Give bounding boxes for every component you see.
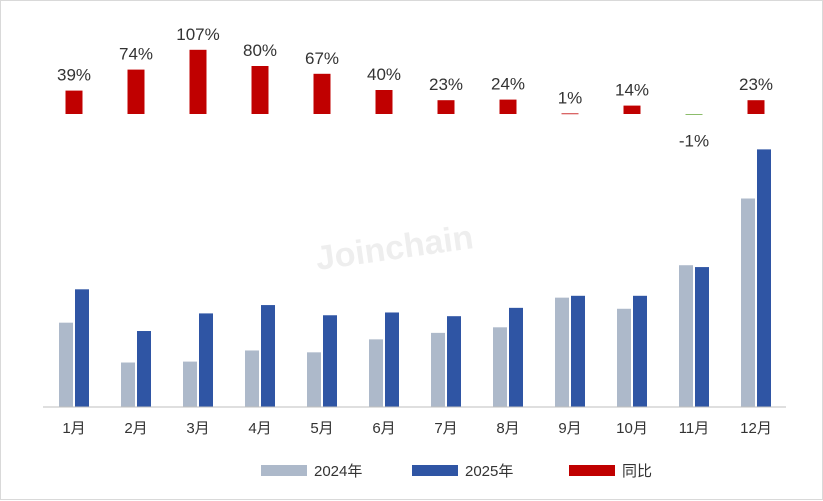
yoy-data-label: 74% xyxy=(119,45,153,64)
x-tick-label: 4月 xyxy=(248,420,271,437)
x-tick-label: 8月 xyxy=(496,420,519,437)
yoy-data-label: 40% xyxy=(367,65,401,84)
legend-swatch xyxy=(261,465,307,476)
yoy-data-label: 14% xyxy=(615,81,649,100)
yoy-data-label: 107% xyxy=(176,25,219,44)
x-tick-label: 12月 xyxy=(740,420,772,437)
bar-2025 xyxy=(509,307,523,407)
bar-2024 xyxy=(679,265,693,407)
bar-2025 xyxy=(633,295,647,407)
yoy-bar xyxy=(561,113,579,115)
bar-2024 xyxy=(59,322,73,407)
legend-swatch xyxy=(412,465,458,476)
yoy-data-label: 39% xyxy=(57,66,91,85)
yoy-bar xyxy=(65,90,83,114)
bar-2025 xyxy=(385,312,399,407)
x-tick-label: 6月 xyxy=(372,420,395,437)
x-tick-label: 2月 xyxy=(124,420,147,437)
bar-2025 xyxy=(199,313,213,407)
yoy-data-label: 1% xyxy=(558,88,583,107)
yoy-bar xyxy=(685,114,703,115)
yoy-data-label: 23% xyxy=(429,75,463,94)
bar-2024 xyxy=(617,308,631,407)
yoy-bar xyxy=(623,105,641,114)
bar-2025 xyxy=(75,289,89,407)
x-tick-label: 9月 xyxy=(558,420,581,437)
main-bars xyxy=(59,149,771,408)
bar-2025 xyxy=(757,149,771,408)
watermark: Joinchain xyxy=(313,218,475,278)
bar-2025 xyxy=(137,331,151,407)
bar-2025 xyxy=(261,305,275,407)
yoy-data-label: 23% xyxy=(739,75,773,94)
bar-2024 xyxy=(555,297,569,407)
yoy-bar xyxy=(437,100,455,114)
x-tick-label: 7月 xyxy=(434,420,457,437)
legend-label: 2025年 xyxy=(465,463,513,480)
yoy-bar xyxy=(313,73,331,114)
yoy-data-label: 67% xyxy=(305,49,339,68)
yoy-data-label: 80% xyxy=(243,41,277,60)
bar-2025 xyxy=(323,315,337,407)
bar-2024 xyxy=(245,350,259,407)
x-tick-label: 1月 xyxy=(62,420,85,437)
x-tick-label: 5月 xyxy=(310,420,333,437)
bar-2024 xyxy=(741,198,755,407)
bar-2024 xyxy=(369,339,383,407)
x-axis-labels: 1月 2月 3月 4月 5月 6月 7月 8月 9月 10月 11月 12月 xyxy=(62,420,772,437)
bar-2024 xyxy=(431,332,445,407)
yoy-bar xyxy=(375,90,393,114)
yoy-bars: 39% 74% 107% 80% 67% 40% 23% 24% 1% 14% -1% 23% xyxy=(57,25,773,151)
bar-2024 xyxy=(183,361,197,407)
yoy-bar xyxy=(747,100,765,114)
bar-2025 xyxy=(447,316,461,407)
legend-swatch xyxy=(569,465,615,476)
bar-2024 xyxy=(493,327,507,407)
legend-label: 2024年 xyxy=(314,463,362,480)
yoy-bar xyxy=(189,49,207,114)
bar-2025 xyxy=(695,267,709,407)
bar-2024 xyxy=(307,352,321,407)
yoy-bar xyxy=(251,66,269,114)
bar-2025 xyxy=(571,295,585,407)
x-tick-label: 3月 xyxy=(186,420,209,437)
bar-2024 xyxy=(121,362,135,407)
yoy-bar xyxy=(127,69,145,114)
yoy-data-label: 24% xyxy=(491,75,525,94)
x-tick-label: 10月 xyxy=(616,420,648,437)
legend: 2024年 2025年 同比 xyxy=(261,463,652,480)
x-tick-label: 11月 xyxy=(679,420,710,437)
legend-label: 同比 xyxy=(622,463,652,480)
yoy-data-label: -1% xyxy=(679,132,709,151)
yoy-bar xyxy=(499,99,517,114)
